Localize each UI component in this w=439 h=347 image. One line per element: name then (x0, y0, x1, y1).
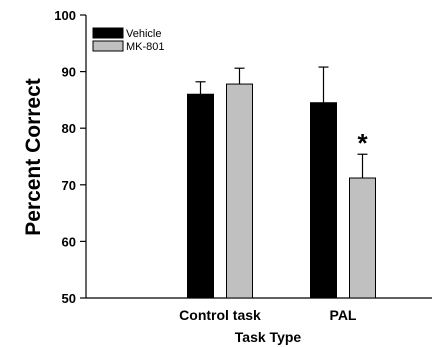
annotations: * (357, 128, 368, 158)
legend-swatch (92, 40, 124, 52)
x-axis-title: Task Type (235, 329, 302, 345)
y-axis-title: Percent Correct (22, 78, 45, 236)
y-tick-label: 50 (62, 291, 76, 306)
y-tick-label: 80 (62, 121, 76, 136)
x-category-label: PAL (330, 307, 357, 323)
significance-asterisk: * (357, 128, 368, 158)
error-bars (195, 66, 368, 179)
axes (85, 15, 432, 299)
x-category-labels: Control task PAL (179, 307, 357, 323)
legend-label: MK-801 (126, 41, 165, 53)
y-tick-label: 70 (62, 178, 76, 193)
bar-mk-801-control-task (226, 83, 253, 299)
bar-vehicle-pal (310, 102, 337, 299)
y-tick-label: 60 (62, 234, 76, 249)
bar-vehicle-control-task (187, 93, 214, 299)
x-category-label: Control task (179, 307, 261, 323)
bars (187, 83, 376, 299)
legend-label: Vehicle (126, 28, 161, 40)
y-tick-label: 90 (62, 65, 76, 80)
legend-swatch (92, 27, 124, 39)
y-ticks: 50 60 70 80 90 100 (54, 8, 86, 306)
bar-mk-801-pal (349, 177, 376, 299)
y-tick-label: 100 (54, 8, 76, 23)
